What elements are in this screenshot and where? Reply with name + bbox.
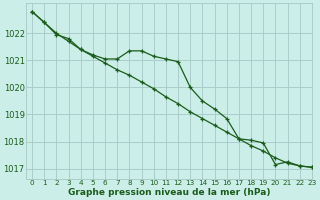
X-axis label: Graphe pression niveau de la mer (hPa): Graphe pression niveau de la mer (hPa) bbox=[68, 188, 270, 197]
